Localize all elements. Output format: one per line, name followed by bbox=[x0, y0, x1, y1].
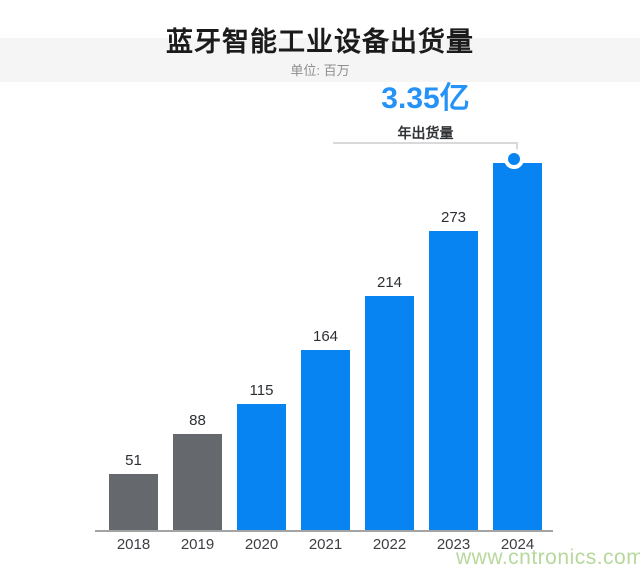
annotation-bracket-vertical bbox=[516, 142, 518, 151]
bar-2024 bbox=[493, 163, 542, 530]
bar-column-2021: 164 bbox=[301, 327, 350, 530]
x-axis-label-2019: 2019 bbox=[180, 536, 215, 553]
bar-column-2023: 273 bbox=[429, 208, 478, 530]
annotation-label: 年出货量 bbox=[397, 125, 454, 141]
chart-unit-subtitle: 单位: 百万 bbox=[290, 63, 350, 78]
annotation-headline: 3.35亿 bbox=[381, 82, 470, 115]
chart-title: 蓝牙智能工业设备出货量 bbox=[166, 27, 474, 57]
bar-2023 bbox=[429, 231, 478, 530]
x-axis-label-2023: 2023 bbox=[436, 536, 471, 553]
annotation-bracket-horizontal bbox=[333, 142, 518, 144]
x-axis-labels: 2018 2019 2020 2021 2022 2023 2024 bbox=[109, 536, 542, 553]
bar-2019 bbox=[173, 434, 222, 530]
bar-value-label-2019: 88 bbox=[189, 411, 206, 429]
highlight-annotation: 3.35亿 年出货量 bbox=[333, 84, 518, 143]
bar-2020 bbox=[237, 404, 286, 530]
bar-2018 bbox=[109, 474, 158, 530]
bar-value-label-2018: 51 bbox=[125, 451, 142, 469]
x-axis-label-2024: 2024 bbox=[500, 536, 535, 553]
x-axis-label-2022: 2022 bbox=[372, 536, 407, 553]
bar-column-2020: 115 bbox=[237, 381, 286, 530]
x-axis-label-2018: 2018 bbox=[116, 536, 151, 553]
watermark: www.cntronics.com bbox=[456, 546, 640, 569]
bar-2021 bbox=[301, 350, 350, 530]
x-axis-label-2021: 2021 bbox=[308, 536, 343, 553]
bar-column-2024 bbox=[493, 163, 542, 530]
highlight-marker-dot bbox=[504, 149, 524, 169]
bar-value-label-2020: 115 bbox=[249, 381, 274, 399]
bars-container: 51 88 115 164 214 273 bbox=[109, 0, 542, 530]
header-band bbox=[0, 38, 640, 82]
bar-value-label-2023: 273 bbox=[440, 208, 467, 226]
bar-column-2022: 214 bbox=[365, 273, 414, 530]
bar-value-label-2021: 164 bbox=[312, 327, 339, 345]
bar-value-label-2022: 214 bbox=[376, 273, 403, 291]
bar-column-2018: 51 bbox=[109, 451, 158, 530]
bar-2022 bbox=[365, 296, 414, 530]
bar-column-2019: 88 bbox=[173, 411, 222, 530]
x-axis-line bbox=[95, 530, 553, 532]
x-axis-label-2020: 2020 bbox=[244, 536, 279, 553]
